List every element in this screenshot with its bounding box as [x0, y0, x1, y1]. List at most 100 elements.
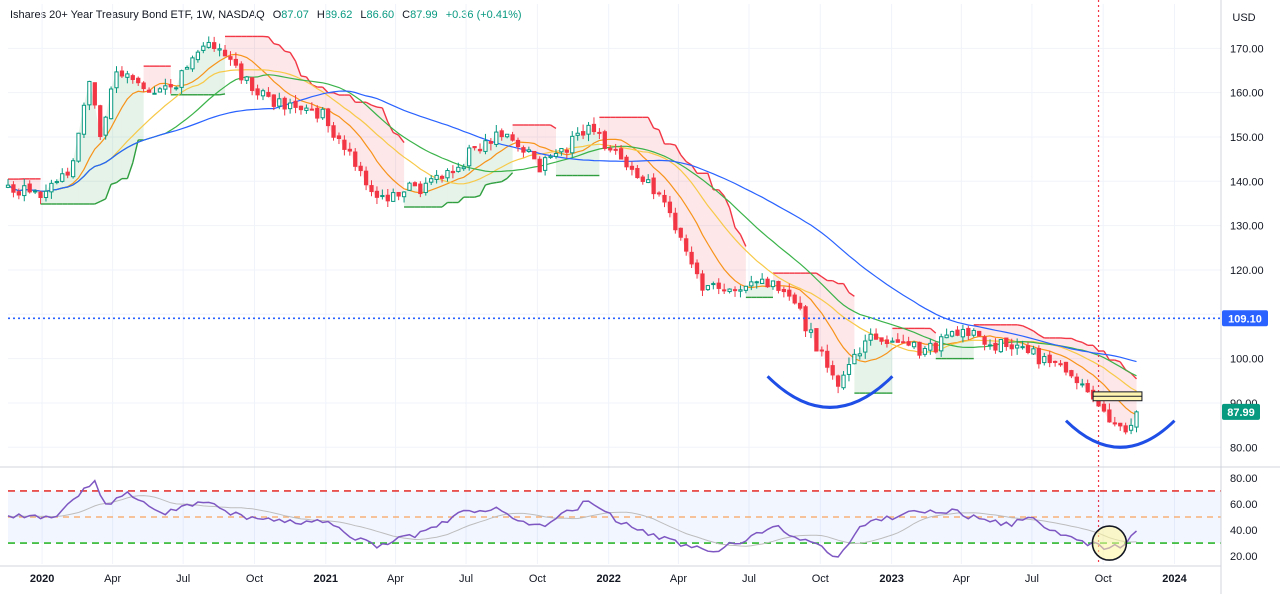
candle-body [526, 149, 531, 152]
candle-body [266, 91, 271, 97]
price-tick-label: 160.00 [1230, 88, 1264, 100]
cloud-segment [480, 140, 486, 196]
candle-body [1118, 422, 1123, 427]
cloud-edge [219, 93, 226, 96]
cloud-segment [290, 52, 296, 108]
candle-body [434, 174, 439, 180]
cloud-edge [929, 327, 937, 334]
candle-body [54, 181, 59, 184]
cloud-edge [1114, 359, 1121, 363]
candle-body [396, 191, 401, 197]
candle-body [575, 132, 580, 136]
cloud-segment [740, 234, 746, 290]
candle-body [439, 175, 445, 179]
candle-body [510, 134, 515, 141]
candle-body [1112, 422, 1117, 425]
candle-body [678, 227, 683, 238]
time-tick-label: 2024 [1162, 573, 1187, 585]
cloud-edge [333, 92, 340, 96]
time-tick-label: Oct [246, 573, 263, 585]
time-tick-label: Jul [176, 573, 190, 585]
cloud-segment [626, 117, 632, 170]
candle-body [787, 289, 792, 297]
candle-body [580, 131, 586, 136]
cloud-edge [506, 172, 514, 179]
time-tick-label: Jul [1025, 573, 1039, 585]
currency-label[interactable]: USD [1232, 12, 1255, 24]
candle-body [1025, 345, 1031, 353]
candles [5, 36, 1139, 435]
time-tick-label: 2020 [30, 573, 54, 585]
candle-body [423, 182, 428, 194]
cloud-edge [728, 207, 736, 228]
candle-body [694, 262, 700, 275]
candle-body [288, 102, 293, 110]
candle-body [363, 170, 369, 186]
candle-body [27, 183, 32, 193]
cloud-segment [165, 66, 171, 87]
candle-body [494, 131, 499, 145]
candle-body [879, 337, 884, 342]
cloud-edge [110, 181, 117, 185]
candle-body [689, 251, 694, 265]
candle-body [374, 190, 380, 198]
candle-body [846, 364, 852, 375]
cloud-segment [214, 48, 220, 95]
candle-body [613, 148, 618, 151]
candle-body [250, 77, 255, 91]
candle-body [917, 341, 922, 356]
cloud-segment [892, 328, 898, 343]
candle-body [1020, 346, 1025, 349]
cloud-segment [501, 134, 508, 182]
level-price-text: 109.10 [1228, 313, 1262, 325]
candle-body [553, 153, 559, 157]
candle-body [1036, 348, 1041, 365]
candle-body [857, 353, 862, 357]
rsi-line [7, 479, 1137, 558]
cloud-segment [718, 189, 725, 291]
time-tick-label: 2023 [879, 573, 903, 585]
cloud-segment [648, 117, 654, 194]
cloud-segment [398, 135, 405, 197]
cloud-edge [284, 50, 291, 54]
cloud-edge [1027, 327, 1034, 332]
candle-body [1074, 376, 1079, 384]
high-value: 89.62 [324, 9, 353, 21]
cloud-segment [697, 173, 703, 291]
candle-body [1015, 344, 1020, 349]
candle-body [868, 333, 873, 341]
time-tick-label: Jul [459, 573, 473, 585]
price-tick-label: 120.00 [1230, 265, 1264, 277]
candle-body [971, 329, 976, 336]
cloud-segment [1076, 340, 1083, 384]
candle-body [336, 135, 342, 139]
cloud-edge [376, 106, 383, 109]
cloud-segment [89, 81, 95, 205]
candle-body [43, 190, 49, 198]
cloud-segment [132, 79, 139, 163]
cloud-edge [821, 276, 828, 282]
cloud-segment [838, 283, 844, 387]
cloud-segment [707, 173, 714, 286]
candle-body [206, 41, 211, 48]
candle-body [570, 135, 575, 154]
cloud-edge [371, 104, 378, 108]
cloud-edge [1022, 325, 1029, 329]
candle-body [179, 70, 184, 88]
cloud-edge [485, 182, 492, 186]
candle-body [830, 365, 835, 376]
candle-body [901, 341, 906, 344]
candle-body [543, 157, 548, 171]
candle-body [92, 82, 97, 106]
candle-body [1004, 337, 1009, 348]
cloud-segment [729, 207, 736, 291]
cloud-edge [680, 154, 687, 162]
candle-body [347, 148, 352, 152]
time-tick-label: Apr [104, 573, 121, 585]
candle-body [488, 141, 494, 144]
cloud-segment [583, 125, 589, 176]
cloud-edge [685, 160, 692, 166]
candle-body [1063, 361, 1069, 373]
last-price-tag [1222, 403, 1260, 420]
